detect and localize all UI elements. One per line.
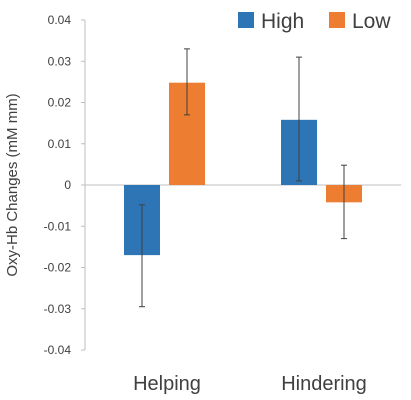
legend-label-low: Low xyxy=(352,10,391,33)
x-category-label: Hindering xyxy=(281,373,367,395)
plot-area: 0.04 0.03 0.02 0.01 0 -0.01 -0.02 -0.03 -0.04 Hel… xyxy=(44,13,401,395)
x-category-label: Helping xyxy=(133,373,201,395)
y-tick-label: -0.03 xyxy=(44,302,72,316)
y-tick-label: 0.03 xyxy=(48,54,72,68)
y-tick-label: 0 xyxy=(64,178,71,192)
legend: High Low xyxy=(238,10,391,33)
legend-swatch-low xyxy=(329,12,345,28)
y-tick-label: -0.02 xyxy=(44,261,72,275)
legend-swatch-high xyxy=(238,12,254,28)
y-axis-title: Oxy-Hb Changes (mM mm) xyxy=(4,93,21,276)
y-tick-label: 0.02 xyxy=(48,96,72,110)
legend-label-high: High xyxy=(261,10,304,33)
y-tick-label: 0.04 xyxy=(48,13,72,27)
y-tick-label: 0.01 xyxy=(48,137,72,151)
y-tick-label: -0.01 xyxy=(44,219,72,233)
y-tick-label: -0.04 xyxy=(44,343,72,357)
